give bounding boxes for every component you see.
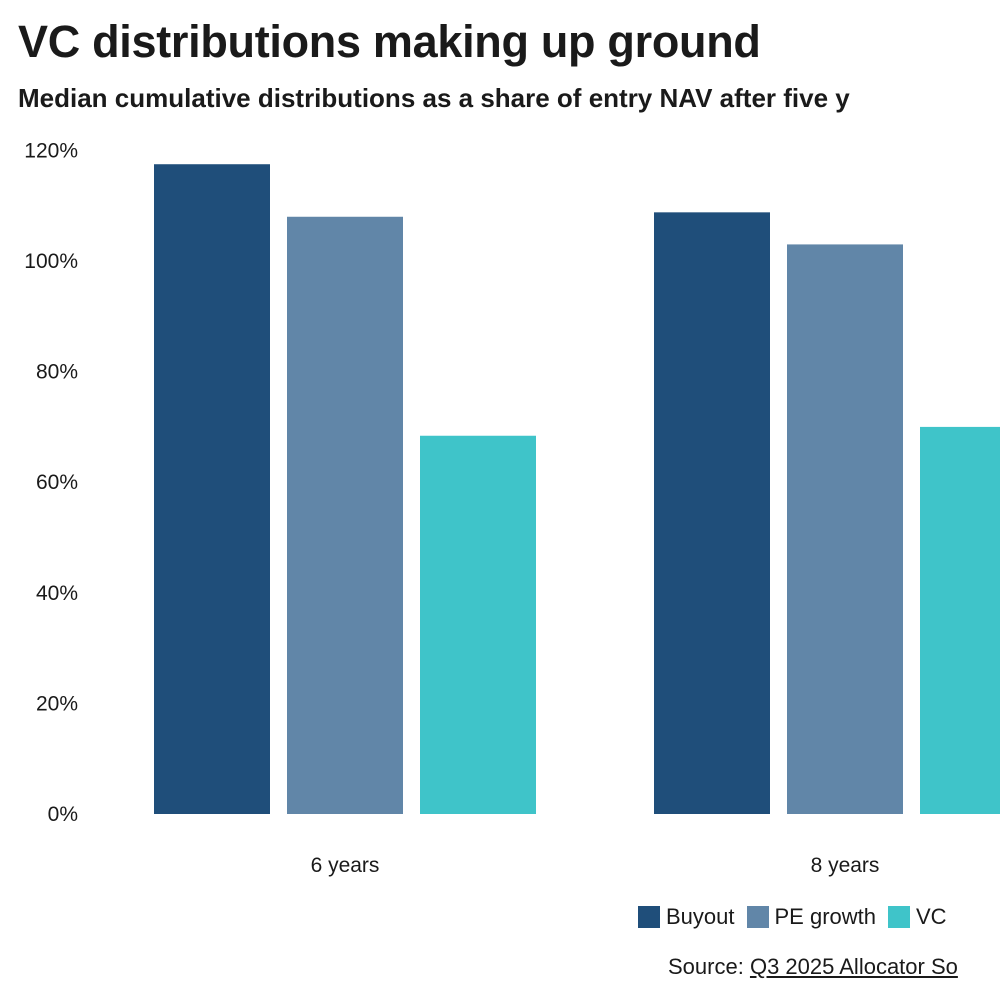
source-link[interactable]: Q3 2025 Allocator So: [749, 954, 958, 979]
bar-buyout-8-years: [654, 212, 770, 814]
bar-vc-6-years: [420, 435, 536, 814]
legend-item-vc: VC: [888, 904, 947, 930]
y-tick-label: 0%: [48, 803, 78, 826]
legend-swatch-buyout: [638, 906, 660, 928]
y-axis: 0% 20% 40% 60% 80% 100% 120%: [24, 139, 78, 826]
x-tick-label: 8 years: [811, 854, 880, 877]
source-note: Source: Q3 2025 Allocator So: [668, 954, 958, 980]
bar-buyout-6-years: [154, 164, 270, 815]
legend-label-pe-growth: PE growth: [774, 904, 877, 929]
chart-subtitle: Median cumulative distributions as a sha…: [18, 83, 850, 113]
x-tick-label: 6 years: [311, 854, 380, 877]
legend: Buyout PE growth VC: [638, 904, 959, 930]
source-label: Source:: [668, 954, 744, 979]
bars-group: [154, 164, 1000, 815]
legend-label-buyout: Buyout: [666, 904, 735, 929]
legend-swatch-vc: [888, 906, 910, 928]
y-tick-label: 80%: [36, 361, 78, 384]
legend-label-vc: VC: [916, 904, 947, 929]
bar-pe-growth-6-years: [287, 216, 403, 814]
y-tick-label: 120%: [24, 139, 78, 162]
y-tick-label: 100%: [24, 250, 78, 273]
chart-title: VC distributions making up ground: [18, 16, 761, 67]
y-tick-label: 40%: [36, 582, 78, 605]
bar-vc-8-years: [920, 426, 1000, 814]
y-tick-label: 60%: [36, 471, 78, 494]
legend-item-pe-growth: PE growth: [746, 904, 877, 930]
bar-pe-growth-8-years: [787, 244, 903, 814]
legend-swatch-pe-growth: [746, 906, 769, 928]
x-axis: 6 years 8 years: [311, 854, 880, 877]
y-tick-label: 20%: [36, 692, 78, 715]
legend-item-buyout: Buyout: [638, 904, 735, 930]
